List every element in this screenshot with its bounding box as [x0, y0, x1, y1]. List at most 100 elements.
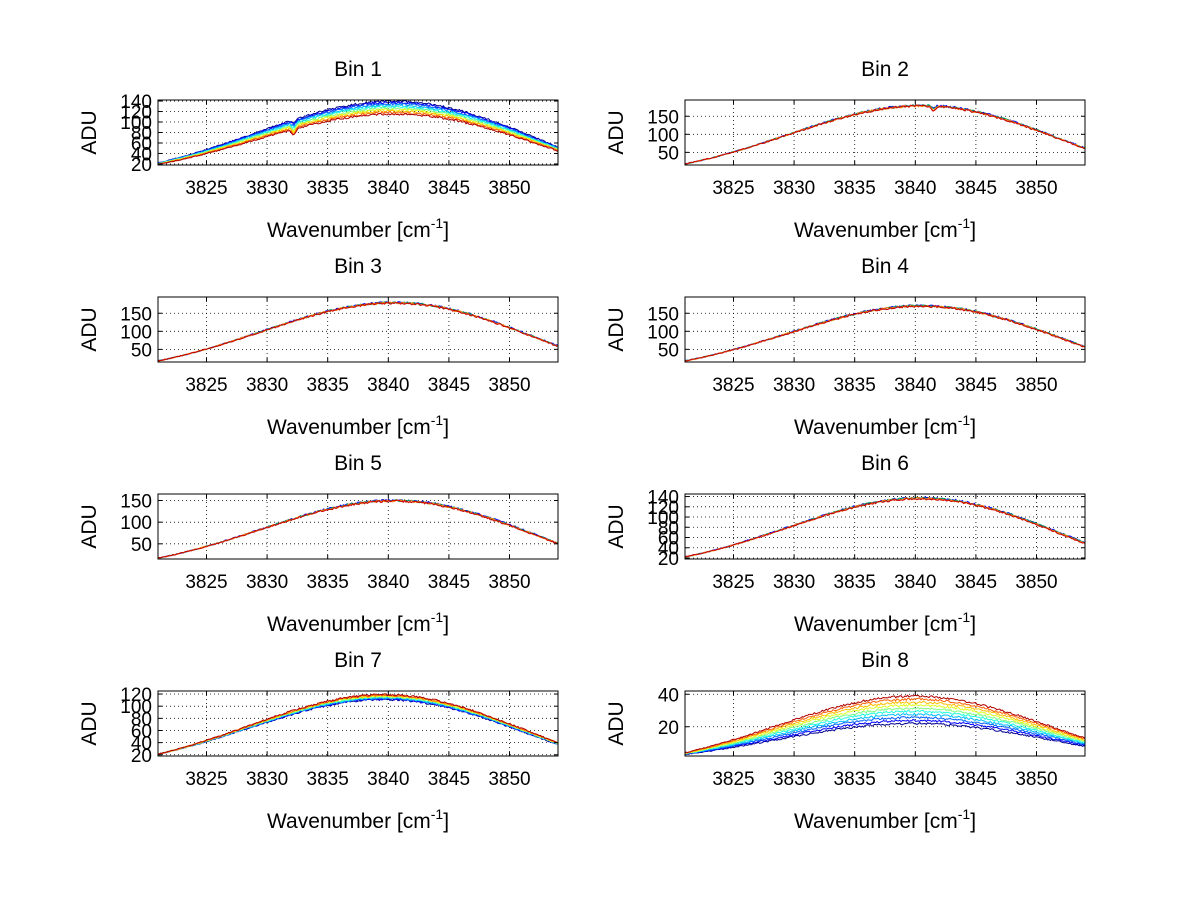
y-tick-label: 50 [131, 535, 152, 556]
x-tick-label: 3830 [773, 769, 815, 790]
series-line [157, 105, 559, 165]
x-tick-label: 3830 [246, 572, 288, 593]
x-axis-label-close: ] [970, 613, 976, 636]
x-axis-label-main: Wavenumber [cm [267, 613, 431, 636]
y-tick-label: 120 [120, 685, 152, 706]
x-tick-label: 3840 [894, 375, 936, 396]
series-line [157, 100, 559, 164]
x-tick-label: 3840 [367, 375, 409, 396]
series-line [158, 111, 559, 165]
x-tick-label: 3825 [185, 572, 227, 593]
x-tick-label: 3825 [185, 178, 227, 199]
series-line [157, 301, 559, 362]
series-line [157, 498, 559, 559]
series-line [158, 498, 559, 559]
y-tick-label: 40 [131, 144, 152, 165]
x-axis-label-close: ] [443, 810, 449, 833]
y-axis-label: ADU [605, 701, 628, 745]
x-axis-label-main: Wavenumber [cm [794, 219, 958, 242]
x-axis-label-close: ] [970, 219, 976, 242]
axes-box [684, 296, 1086, 363]
x-tick-label: 3850 [488, 178, 530, 199]
y-tick-label: 50 [658, 340, 679, 361]
x-axis-label-superscript: -1 [431, 412, 444, 428]
x-tick-label: 3845 [428, 178, 470, 199]
y-tick-label: 140 [647, 488, 679, 509]
y-tick-label: 100 [647, 125, 679, 146]
y-tick-label: 40 [658, 685, 679, 706]
y-axis-label: ADU [78, 504, 101, 548]
y-tick-label: 140 [120, 92, 152, 113]
x-tick-label: 3850 [1015, 375, 1057, 396]
x-tick-label: 3845 [428, 572, 470, 593]
y-tick-label: 150 [120, 492, 152, 513]
subplot-title: Bin 2 [861, 58, 909, 81]
x-axis-label-superscript: -1 [958, 215, 971, 231]
series-line [157, 499, 559, 559]
x-axis-label-main: Wavenumber [cm [267, 416, 431, 439]
x-axis-label: Wavenumber [cm-1] [267, 215, 449, 242]
series-line [157, 499, 559, 559]
x-axis-label-superscript: -1 [958, 806, 971, 822]
x-tick-label: 3825 [712, 572, 754, 593]
y-tick-label: 80 [658, 518, 679, 539]
x-tick-label: 3835 [307, 769, 349, 790]
series-line [684, 304, 1086, 362]
x-axis-label-main: Wavenumber [cm [267, 810, 431, 833]
y-tick-label: 80 [131, 124, 152, 145]
x-tick-label: 3830 [246, 769, 288, 790]
y-tick-label: 40 [658, 539, 679, 560]
y-tick-label: 60 [131, 721, 152, 742]
x-axis-label-main: Wavenumber [cm [794, 416, 958, 439]
x-axis-label-close: ] [970, 810, 976, 833]
x-tick-label: 3825 [185, 769, 227, 790]
x-axis-label-superscript: -1 [958, 609, 971, 625]
x-axis-label-superscript: -1 [431, 609, 444, 625]
x-tick-label: 3835 [834, 769, 876, 790]
series-line [684, 706, 1086, 754]
x-tick-label: 3835 [307, 375, 349, 396]
series-line [157, 695, 559, 755]
series-line [684, 694, 1086, 754]
x-tick-label: 3830 [773, 178, 815, 199]
subplot-title: Bin 6 [861, 452, 909, 475]
y-tick-label: 100 [120, 697, 152, 718]
y-tick-label: 100 [120, 322, 152, 343]
subplot-title: Bin 5 [334, 452, 382, 475]
x-tick-label: 3825 [712, 375, 754, 396]
y-tick-label: 150 [647, 107, 679, 128]
y-tick-label: 150 [120, 304, 152, 325]
x-axis-label-main: Wavenumber [cm [794, 613, 958, 636]
series-line [684, 703, 1086, 755]
series-line [684, 715, 1085, 755]
axes-box [684, 690, 1086, 757]
x-axis-label-close: ] [443, 416, 449, 439]
y-axis-label: ADU [78, 701, 101, 745]
series-line [684, 700, 1086, 754]
y-tick-label: 50 [131, 340, 152, 361]
series-line [684, 104, 1086, 165]
x-axis-label: Wavenumber [cm-1] [794, 215, 976, 242]
x-axis-label: Wavenumber [cm-1] [267, 609, 449, 636]
x-tick-label: 3850 [488, 375, 530, 396]
x-tick-label: 3850 [1015, 178, 1057, 199]
x-tick-label: 3840 [894, 769, 936, 790]
x-tick-label: 3825 [712, 178, 754, 199]
x-axis-label: Wavenumber [cm-1] [794, 609, 976, 636]
x-tick-label: 3850 [488, 572, 530, 593]
y-axis-label: ADU [605, 504, 628, 548]
x-tick-label: 3845 [428, 375, 470, 396]
axes-box [157, 690, 559, 757]
series-line [157, 108, 559, 165]
series-line [684, 718, 1086, 755]
x-axis-label: Wavenumber [cm-1] [794, 806, 976, 833]
y-tick-label: 60 [131, 134, 152, 155]
subplot-bin-1: 3825 3830 3835 3840 3845 3850 2040608010012014… [78, 58, 559, 242]
x-tick-label: 3850 [1015, 572, 1057, 593]
x-axis-label-superscript: -1 [958, 412, 971, 428]
y-tick-label: 20 [131, 155, 152, 176]
x-tick-label: 3840 [894, 572, 936, 593]
series-line [157, 695, 559, 755]
